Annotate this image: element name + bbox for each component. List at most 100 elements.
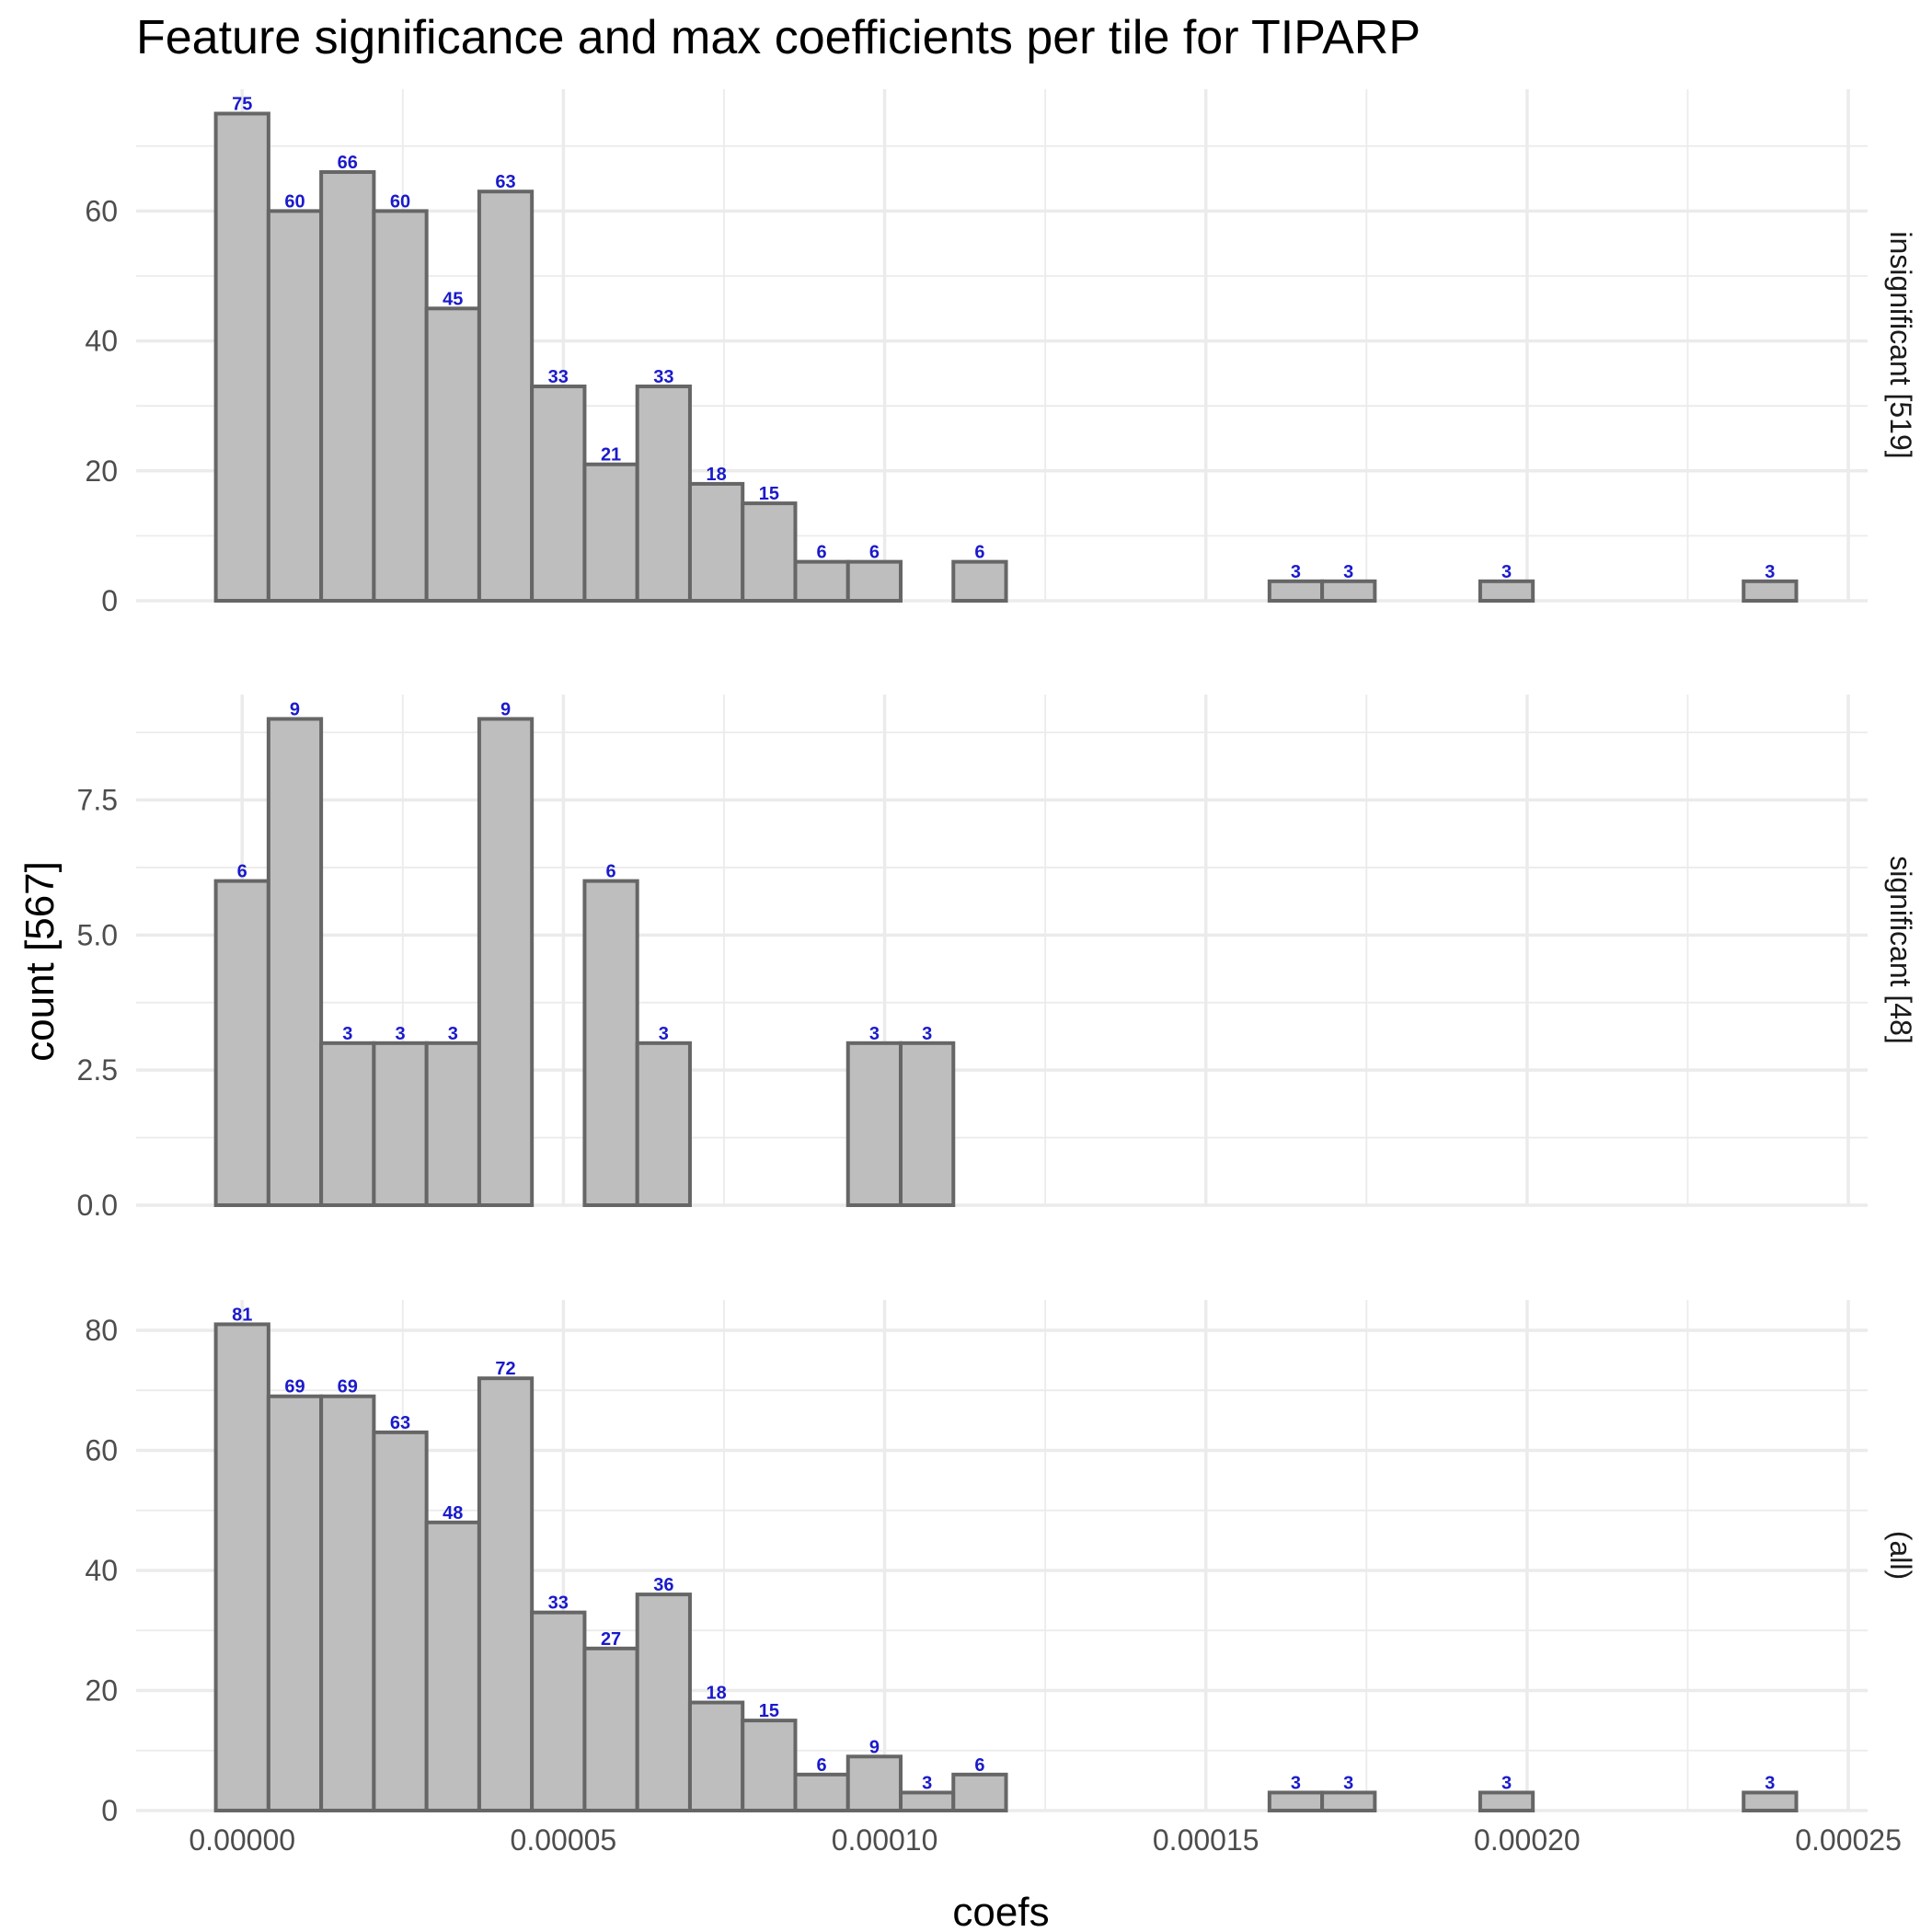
bar-count-label: 3 bbox=[1291, 562, 1301, 582]
bar-count-label: 15 bbox=[759, 1701, 779, 1721]
bar-count-label: 69 bbox=[284, 1377, 305, 1397]
histogram-bar bbox=[213, 1322, 270, 1812]
bar-count-label: 3 bbox=[448, 1024, 458, 1044]
bar-count-label: 48 bbox=[443, 1503, 463, 1524]
bar-count-label: 6 bbox=[606, 862, 616, 882]
y-tick-label: 0 bbox=[101, 584, 118, 617]
histogram-bar bbox=[530, 385, 587, 603]
facet-panel: 0.0 2.5 5.0 7.5 6 9 3 3 3 9 6 3 3 3 significant [48] bbox=[77, 695, 1917, 1222]
histogram-bar bbox=[266, 1394, 324, 1813]
y-tick-label: 40 bbox=[85, 1554, 118, 1587]
histogram-bar bbox=[845, 559, 903, 604]
histogram-bar bbox=[635, 1041, 692, 1208]
bar-count-label: 18 bbox=[706, 465, 726, 485]
x-tick-label: 0.00010 bbox=[832, 1823, 938, 1857]
bar-count-label: 3 bbox=[395, 1024, 405, 1044]
chart-title: Feature significance and max coefficient… bbox=[136, 11, 1420, 64]
y-tick-label: 5.0 bbox=[77, 918, 118, 951]
bar-count-label: 33 bbox=[548, 367, 569, 387]
histogram-bar bbox=[1320, 579, 1377, 603]
x-tick-label: 0.00000 bbox=[189, 1823, 295, 1857]
x-tick-label: 0.00020 bbox=[1474, 1823, 1581, 1857]
bar-count-label: 75 bbox=[232, 94, 252, 114]
histogram-bar bbox=[635, 385, 692, 603]
histogram-bar bbox=[1478, 1790, 1535, 1813]
bar-count-label: 6 bbox=[974, 1755, 984, 1776]
y-tick-label: 2.5 bbox=[77, 1053, 118, 1087]
bar-count-label: 3 bbox=[869, 1024, 880, 1044]
histogram-bar bbox=[951, 1772, 1008, 1812]
bar-count-label: 72 bbox=[495, 1359, 515, 1379]
y-tick-label: 0 bbox=[101, 1794, 118, 1827]
bar-count-label: 3 bbox=[342, 1024, 352, 1044]
histogram-bar bbox=[582, 879, 639, 1207]
bar-count-label: 60 bbox=[284, 191, 305, 212]
histogram-bar bbox=[424, 1041, 481, 1208]
bar-count-label: 69 bbox=[338, 1377, 358, 1397]
histogram-bar bbox=[213, 879, 270, 1207]
bar-count-label: 3 bbox=[659, 1024, 669, 1044]
bar-count-label: 3 bbox=[1343, 562, 1353, 582]
histogram-bar bbox=[793, 559, 850, 604]
bar-count-label: 33 bbox=[548, 1593, 569, 1614]
histogram-bar bbox=[319, 1394, 376, 1813]
y-axis-title: count [567] bbox=[17, 861, 63, 1062]
histogram-bar bbox=[951, 559, 1008, 604]
bar-count-label: 3 bbox=[1343, 1773, 1353, 1793]
bar-count-label: 27 bbox=[601, 1629, 621, 1650]
histogram-bar bbox=[319, 1041, 376, 1208]
bar-count-label: 3 bbox=[922, 1773, 932, 1793]
x-tick-label: 0.00015 bbox=[1153, 1823, 1259, 1857]
y-tick-label: 40 bbox=[85, 325, 118, 358]
bar-count-label: 36 bbox=[653, 1575, 673, 1595]
bar-count-label: 81 bbox=[232, 1305, 252, 1325]
bar-count-label: 33 bbox=[653, 367, 673, 387]
bar-count-label: 63 bbox=[495, 172, 515, 192]
bar-count-label: 9 bbox=[500, 699, 511, 719]
histogram-bar bbox=[372, 1430, 429, 1813]
histogram-bar bbox=[1267, 1790, 1325, 1813]
histogram-bar bbox=[845, 1041, 903, 1208]
x-axis-title: coefs bbox=[952, 1890, 1049, 1932]
histogram-bar bbox=[424, 306, 481, 603]
bar-count-label: 63 bbox=[390, 1413, 410, 1433]
x-tick-label: 0.00025 bbox=[1795, 1823, 1902, 1857]
y-tick-label: 60 bbox=[85, 1433, 118, 1466]
bar-count-label: 6 bbox=[974, 543, 984, 563]
y-tick-label: 80 bbox=[85, 1314, 118, 1347]
bar-count-label: 9 bbox=[869, 1737, 880, 1757]
histogram-bar bbox=[687, 1700, 745, 1812]
bar-count-label: 21 bbox=[601, 445, 621, 466]
histogram-bar bbox=[266, 717, 324, 1207]
bar-count-label: 3 bbox=[922, 1024, 932, 1044]
facet-strip-label: insignificant [519] bbox=[1884, 231, 1917, 458]
y-tick-label: 7.5 bbox=[77, 784, 118, 817]
histogram-bar bbox=[1742, 579, 1799, 603]
bar-count-label: 45 bbox=[443, 289, 463, 309]
y-tick-label: 0.0 bbox=[77, 1189, 118, 1222]
histogram-bar bbox=[424, 1520, 481, 1812]
bar-count-label: 6 bbox=[817, 543, 827, 563]
histogram-bar bbox=[372, 209, 429, 603]
histogram-bar bbox=[793, 1772, 850, 1812]
histogram-bar bbox=[1478, 579, 1535, 603]
histogram-bar bbox=[582, 462, 639, 603]
bar-count-label: 9 bbox=[290, 699, 300, 719]
histogram-bar bbox=[845, 1754, 903, 1813]
x-axis: 0.00000 0.00005 0.00010 0.00015 0.00020 0.000… bbox=[189, 1823, 1901, 1857]
bar-count-label: 15 bbox=[759, 484, 779, 504]
histogram-bar bbox=[530, 1610, 587, 1813]
bar-count-label: 3 bbox=[1765, 562, 1775, 582]
histogram-bar bbox=[687, 481, 745, 604]
bar-count-label: 6 bbox=[869, 543, 880, 563]
histogram-bar bbox=[582, 1646, 639, 1813]
histogram-bar bbox=[319, 170, 376, 603]
bar-count-label: 6 bbox=[237, 862, 247, 882]
bar-count-label: 3 bbox=[1501, 1773, 1512, 1793]
histogram-bar bbox=[213, 111, 270, 603]
histogram-bar bbox=[266, 209, 324, 603]
bar-count-label: 3 bbox=[1291, 1773, 1301, 1793]
